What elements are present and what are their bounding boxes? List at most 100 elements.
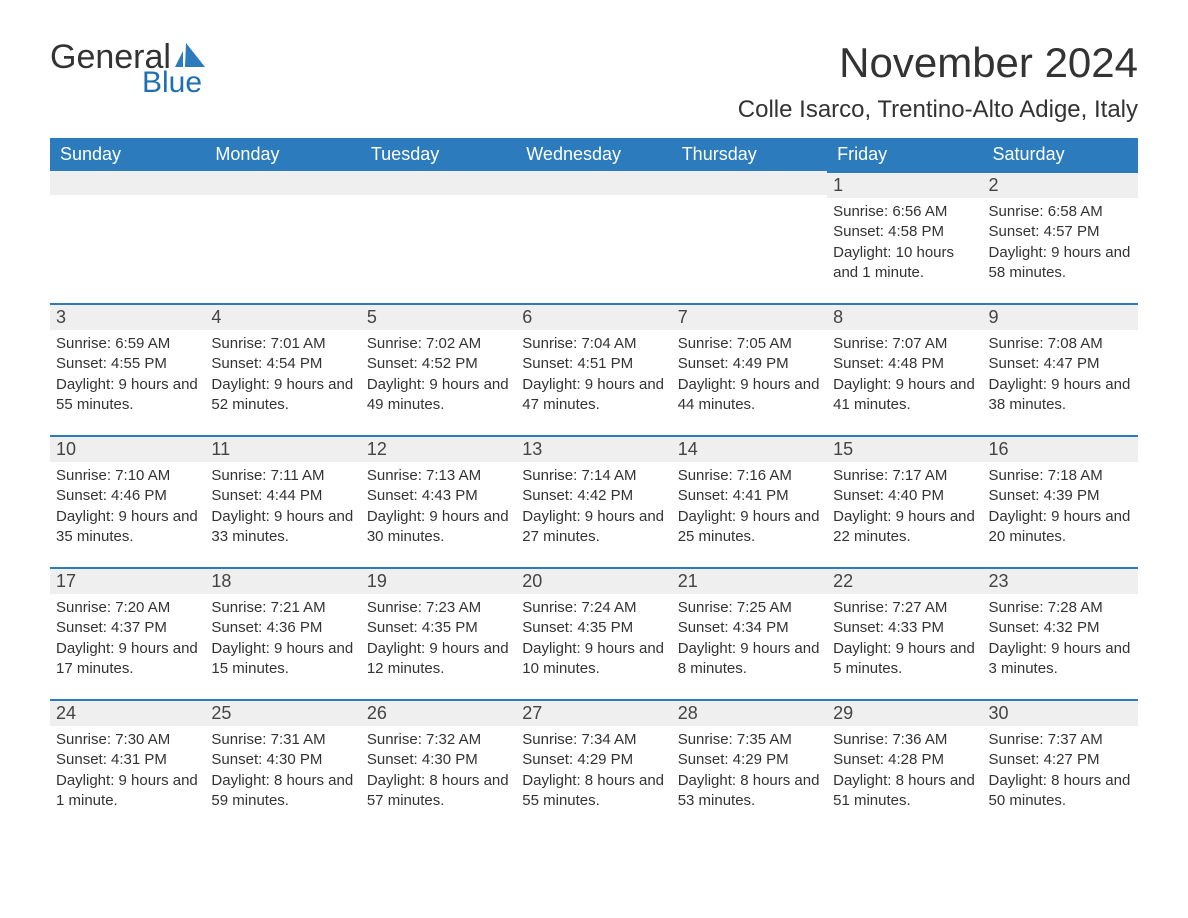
- calendar-week-row: 24Sunrise: 7:30 AMSunset: 4:31 PMDayligh…: [50, 699, 1138, 831]
- sunrise-label: Sunrise:: [833, 203, 888, 220]
- sunrise-label: Sunrise:: [833, 731, 888, 748]
- day-details: Sunrise: 7:27 AM Sunset: 4:33 PM Daylight:…: [827, 594, 982, 685]
- daylight-label: Daylight:: [989, 640, 1047, 657]
- sunrise-line: Sunrise: 6:58 AM: [989, 202, 1132, 222]
- sunset-line: Sunset: 4:57 PM: [989, 222, 1132, 242]
- sunrise-value: 7:21 AM: [271, 599, 326, 616]
- day-details: Sunrise: 6:59 AMSunset: 4:55 PMDaylight:…: [50, 330, 205, 421]
- sunset-label: Sunset:: [678, 487, 729, 504]
- calendar-day-cell: 2Sunrise: 6:58 AMSunset: 4:57 PMDaylight…: [983, 171, 1138, 303]
- sunrise-value: 7:05 AM: [737, 335, 792, 352]
- day-details: Sunrise: 7:36 AMSunset: 4:28 PMDaylight:…: [827, 726, 982, 817]
- sunset-label: Sunset:: [56, 487, 107, 504]
- sunset-value: 4:36 PM: [266, 619, 322, 636]
- sunset-value: 4:46 PM: [111, 487, 167, 504]
- daylight-label: Daylight:: [522, 640, 580, 657]
- calendar-day-cell: 7Sunrise: 7:05 AMSunset: 4:49 PMDaylight…: [672, 303, 827, 435]
- day-details: Sunrise: 7:16 AMSunset: 4:41 PMDaylight:…: [672, 462, 827, 553]
- sunset-value: 4:42 PM: [577, 487, 633, 504]
- logo-text-blue: Blue: [142, 68, 202, 98]
- day-details: Sunrise: 7:24 AMSunset: 4:35 PMDaylight:…: [516, 594, 671, 685]
- daylight-label: Daylight:: [522, 508, 580, 525]
- blank-stripe: [672, 171, 827, 195]
- sunset-value: 4:30 PM: [422, 751, 478, 768]
- weekday-header: Thursday: [672, 138, 827, 171]
- sunset-label: Sunset:: [833, 619, 884, 636]
- calendar-day-cell: 10Sunrise: 7:10 AMSunset: 4:46 PMDayligh…: [50, 435, 205, 567]
- location-subtitle: Colle Isarco, Trentino-Alto Adige, Italy: [738, 96, 1138, 124]
- calendar-day-cell: 18Sunrise: 7:21 AMSunset: 4:36 PMDayligh…: [205, 567, 360, 699]
- sunrise-value: 7:37 AM: [1048, 731, 1103, 748]
- calendar-empty-cell: [361, 171, 516, 303]
- daylight-line: Daylight: 9 hours and 5 minutes.: [833, 639, 976, 680]
- sunset-line: Sunset: 4:36 PM: [211, 618, 354, 638]
- sunrise-label: Sunrise:: [211, 599, 266, 616]
- day-number: 27: [516, 699, 671, 726]
- calendar-day-cell: 23Sunrise: 7:28 AMSunset: 4:32 PMDayligh…: [983, 567, 1138, 699]
- sunrise-line: Sunrise: 7:02 AM: [367, 334, 510, 354]
- day-details: Sunrise: 7:05 AMSunset: 4:49 PMDaylight:…: [672, 330, 827, 421]
- day-number: 18: [205, 567, 360, 594]
- day-number: 22: [827, 567, 982, 594]
- sunset-value: 4:52 PM: [422, 355, 478, 372]
- daylight-label: Daylight:: [989, 244, 1047, 261]
- sunrise-line: Sunrise: 6:59 AM: [56, 334, 199, 354]
- daylight-label: Daylight:: [56, 640, 114, 657]
- sunset-label: Sunset:: [833, 487, 884, 504]
- sunrise-line: Sunrise: 7:08 AM: [989, 334, 1132, 354]
- sunset-value: 4:28 PM: [888, 751, 944, 768]
- sunset-line: Sunset: 4:43 PM: [367, 486, 510, 506]
- sunset-line: Sunset: 4:46 PM: [56, 486, 199, 506]
- calendar-day-cell: 3Sunrise: 6:59 AMSunset: 4:55 PMDaylight…: [50, 303, 205, 435]
- calendar-day-cell: 17Sunrise: 7:20 AMSunset: 4:37 PMDayligh…: [50, 567, 205, 699]
- sunset-line: Sunset: 4:39 PM: [989, 486, 1132, 506]
- day-details: Sunrise: 7:30 AMSunset: 4:31 PMDaylight:…: [50, 726, 205, 817]
- day-details: Sunrise: 7:04 AMSunset: 4:51 PMDaylight:…: [516, 330, 671, 421]
- sunset-line: Sunset: 4:51 PM: [522, 354, 665, 374]
- daylight-line: Daylight: 8 hours and 51 minutes.: [833, 771, 976, 812]
- sunset-value: 4:51 PM: [577, 355, 633, 372]
- calendar-day-cell: 16Sunrise: 7:18 AMSunset: 4:39 PMDayligh…: [983, 435, 1138, 567]
- sunset-line: Sunset: 4:27 PM: [989, 750, 1132, 770]
- sunrise-value: 7:23 AM: [426, 599, 481, 616]
- sunset-value: 4:44 PM: [266, 487, 322, 504]
- daylight-label: Daylight:: [56, 772, 114, 789]
- sunrise-label: Sunrise:: [833, 599, 888, 616]
- sunset-label: Sunset:: [367, 487, 418, 504]
- sunset-value: 4:54 PM: [266, 355, 322, 372]
- calendar-day-cell: 9Sunrise: 7:08 AMSunset: 4:47 PMDaylight…: [983, 303, 1138, 435]
- sunrise-value: 7:27 AM: [892, 599, 947, 616]
- sunrise-value: 7:32 AM: [426, 731, 481, 748]
- calendar-body: 1Sunrise: 6:56 AMSunset: 4:58 PMDaylight…: [50, 171, 1138, 831]
- sunset-line: Sunset: 4:30 PM: [211, 750, 354, 770]
- daylight-line: Daylight: 8 hours and 59 minutes.: [211, 771, 354, 812]
- sunrise-value: 7:17 AM: [892, 467, 947, 484]
- daylight-label: Daylight:: [678, 508, 736, 525]
- sunset-value: 4:33 PM: [888, 619, 944, 636]
- day-number: 21: [672, 567, 827, 594]
- sunset-label: Sunset:: [367, 355, 418, 372]
- sunrise-label: Sunrise:: [367, 731, 422, 748]
- weekday-header: Monday: [205, 138, 360, 171]
- sunset-label: Sunset:: [367, 751, 418, 768]
- day-number: 13: [516, 435, 671, 462]
- sunrise-line: Sunrise: 7:32 AM: [367, 730, 510, 750]
- daylight-label: Daylight:: [833, 772, 891, 789]
- sunrise-value: 7:11 AM: [271, 467, 325, 484]
- sunset-label: Sunset:: [678, 355, 729, 372]
- daylight-line: Daylight: 8 hours and 50 minutes.: [989, 771, 1132, 812]
- sunset-label: Sunset:: [522, 355, 573, 372]
- sunset-label: Sunset:: [211, 355, 262, 372]
- sunrise-line: Sunrise: 7:04 AM: [522, 334, 665, 354]
- sunset-line: Sunset: 4:41 PM: [678, 486, 821, 506]
- sunset-value: 4:31 PM: [111, 751, 167, 768]
- calendar-table: SundayMondayTuesdayWednesdayThursdayFrid…: [50, 138, 1138, 831]
- daylight-line: Daylight: 9 hours and 38 minutes.: [989, 375, 1132, 416]
- sunrise-line: Sunrise: 7:13 AM: [367, 466, 510, 486]
- calendar-day-cell: 5Sunrise: 7:02 AMSunset: 4:52 PMDaylight…: [361, 303, 516, 435]
- sunrise-value: 7:02 AM: [426, 335, 481, 352]
- day-number: 20: [516, 567, 671, 594]
- sunrise-label: Sunrise:: [833, 335, 888, 352]
- sunset-line: Sunset: 4:37 PM: [56, 618, 199, 638]
- sunrise-value: 7:30 AM: [115, 731, 170, 748]
